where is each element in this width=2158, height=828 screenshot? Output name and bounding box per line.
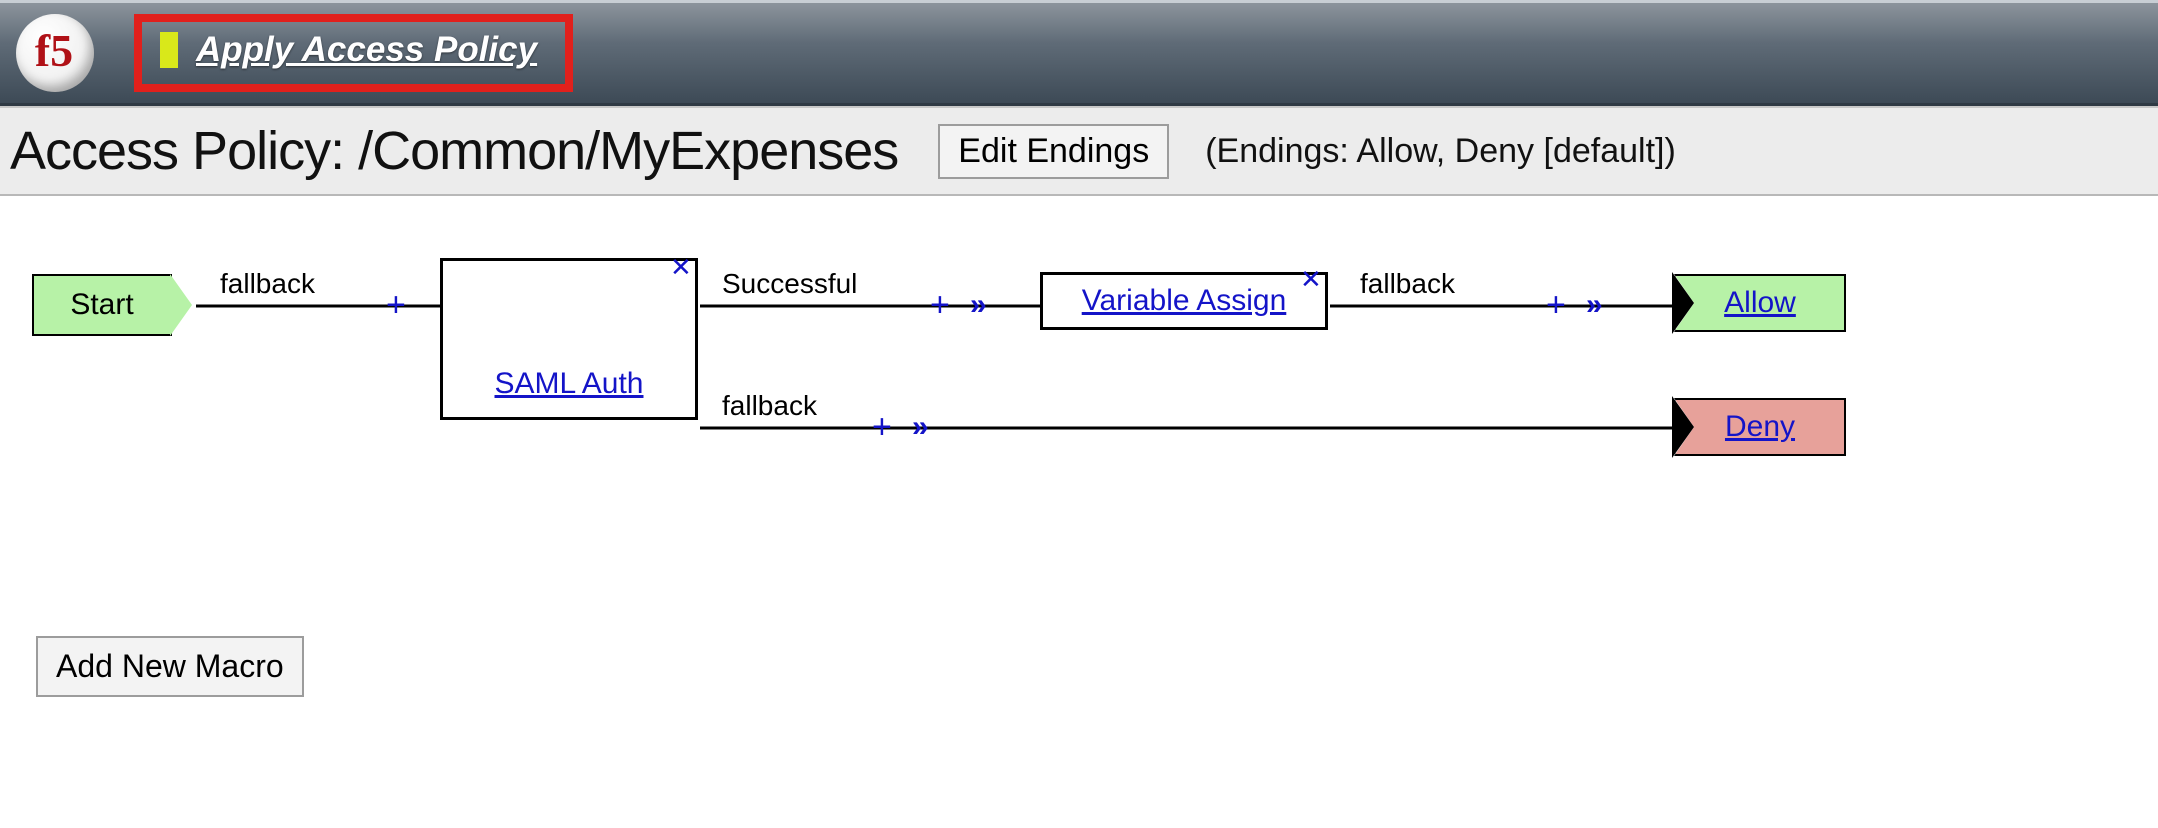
f5-logo-text: f5 [35,28,73,74]
start-label: Start [70,288,133,322]
deny-link[interactable]: Deny [1725,410,1795,444]
start-node: Start [32,274,172,336]
policy-title-bar: Access Policy: /Common/MyExpenses Edit E… [0,106,2158,196]
delete-saml-icon[interactable]: ✕ [670,252,692,283]
edit-endings-button[interactable]: Edit Endings [938,124,1169,179]
arrow-icon-1: » [970,288,977,322]
arrow-icon-3: » [912,410,919,444]
branch-label-successful: Successful [722,268,857,300]
apply-access-policy-highlight: Apply Access Policy [134,14,573,92]
add-action-plus-2[interactable]: + [930,288,950,322]
branch-label-fallback-1: fallback [220,268,315,300]
allow-ending-node[interactable]: Allow [1674,274,1846,332]
saml-auth-node[interactable]: SAML Auth [440,258,698,420]
deny-notch-icon [1674,398,1694,456]
add-action-plus-3[interactable]: + [1546,288,1566,322]
policy-flow-canvas: Start fallback + SAML Auth ✕ Successful … [0,196,2158,716]
add-new-macro-button[interactable]: Add New Macro [36,636,304,697]
branch-label-fallback-2: fallback [1360,268,1455,300]
variable-assign-link[interactable]: Variable Assign [1082,284,1287,318]
endings-note: (Endings: Allow, Deny [default]) [1205,132,1676,171]
branch-label-fallback-3: fallback [722,390,817,422]
allow-link[interactable]: Allow [1724,286,1796,320]
apply-access-policy-link[interactable]: Apply Access Policy [196,30,537,70]
arrow-icon-2: » [1586,288,1593,322]
policy-title: Access Policy: /Common/MyExpenses [10,120,898,182]
apply-indicator-icon [160,32,178,68]
add-action-plus-1[interactable]: + [386,288,406,322]
f5-logo: f5 [16,14,94,92]
top-header-bar: f5 Apply Access Policy [0,0,2158,106]
variable-assign-node[interactable]: Variable Assign [1040,272,1328,330]
allow-notch-icon [1674,274,1694,332]
saml-auth-link[interactable]: SAML Auth [495,367,644,401]
add-action-plus-4[interactable]: + [872,410,892,444]
delete-variable-assign-icon[interactable]: ✕ [1300,264,1322,295]
deny-ending-node[interactable]: Deny [1674,398,1846,456]
